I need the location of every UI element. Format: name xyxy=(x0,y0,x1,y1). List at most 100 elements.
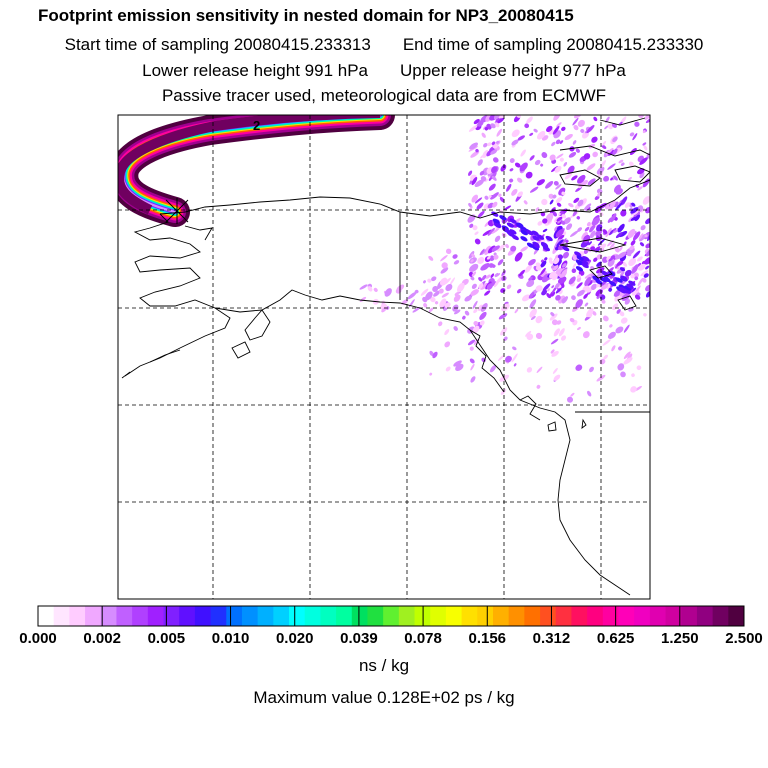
sensitivity-cell xyxy=(503,336,508,341)
coastline-segment xyxy=(121,371,131,379)
sensitivity-cell xyxy=(523,200,528,205)
sensitivity-cell xyxy=(552,211,557,217)
colorbar-cell xyxy=(241,606,259,626)
sensitivity-cell xyxy=(488,183,496,191)
sensitivity-cell xyxy=(572,210,578,217)
colorbar-tick-label: 0.020 xyxy=(275,630,314,647)
sensitivity-cell xyxy=(557,234,565,241)
sensitivity-cell xyxy=(500,164,507,172)
sensitivity-cell xyxy=(596,374,606,382)
sensitivity-cell xyxy=(491,141,496,146)
sensitivity-cell xyxy=(511,188,518,196)
colorbar-cell xyxy=(163,606,180,626)
sensitivity-cell xyxy=(615,277,623,283)
sensitivity-cell xyxy=(557,254,563,260)
sensitivity-cell xyxy=(551,141,556,147)
sensitivity-cell xyxy=(541,152,548,159)
colorbar-tick-label: 0.625 xyxy=(596,630,635,647)
upper-release-height: Upper release height 977 hPa xyxy=(400,61,626,80)
sensitivity-cell xyxy=(575,259,584,266)
sensitivity-cell xyxy=(572,117,579,126)
sensitivity-cell xyxy=(586,308,594,318)
sensitivity-cell xyxy=(480,263,490,271)
sensitivity-cell xyxy=(553,257,560,265)
sensitivity-cell xyxy=(593,246,601,252)
sensitivity-cell xyxy=(640,207,645,213)
colorbar-tick-label: 0.000 xyxy=(19,630,57,647)
sensitivity-cell xyxy=(596,267,605,274)
sensitivity-cell xyxy=(550,349,555,354)
sensitivity-cell xyxy=(574,251,582,257)
sensitivity-cell xyxy=(554,282,560,289)
sensitivity-cell xyxy=(645,243,650,249)
sensitivity-cell xyxy=(493,115,501,120)
sensitivity-cell xyxy=(640,225,646,231)
sensitivity-cell xyxy=(493,222,502,229)
sensitivity-cell xyxy=(617,363,625,371)
coastline-segment xyxy=(159,179,650,219)
sensitivity-cell xyxy=(509,218,517,224)
sensitivity-cell xyxy=(582,256,590,262)
sensitivity-cell xyxy=(509,229,517,235)
colorbar-cell xyxy=(602,606,619,626)
sensitivity-cell xyxy=(444,341,451,348)
sensitivity-cell xyxy=(480,282,489,290)
release-marker xyxy=(165,198,189,224)
sensitivity-cell xyxy=(559,140,564,144)
coastline-segment xyxy=(581,418,587,429)
sensitivity-cell xyxy=(635,285,641,292)
sensitivity-cell xyxy=(549,313,558,321)
sensitivity-cell xyxy=(547,288,550,292)
sensitivity-cell xyxy=(592,151,598,158)
sensitivity-cell xyxy=(608,257,614,262)
sensitivity-cell xyxy=(575,148,580,153)
sensitivity-cell xyxy=(576,282,583,289)
colorbar-cell xyxy=(540,606,557,626)
colorbar-cell xyxy=(289,606,306,626)
sensitivity-cell xyxy=(444,302,451,309)
sensitivity-cell xyxy=(484,245,492,255)
colorbar-cell xyxy=(100,606,117,626)
sensitivity-cell xyxy=(631,373,635,377)
sensitivity-cell xyxy=(603,354,609,360)
colorbar-cell xyxy=(649,606,667,626)
sensitivity-cell xyxy=(555,295,561,301)
sensitivity-cell xyxy=(564,133,573,141)
coastline-segment xyxy=(559,145,650,157)
sensitivity-cell xyxy=(643,273,649,278)
sensitivity-cell xyxy=(588,241,592,246)
sensitivity-cell xyxy=(497,259,504,266)
colorbar-cell xyxy=(477,606,494,626)
colorbar-cell xyxy=(461,606,478,626)
coastline-segment xyxy=(184,225,213,241)
colorbar xyxy=(37,605,745,627)
sensitivity-cell xyxy=(535,332,543,340)
sensitivity-cell xyxy=(565,239,569,244)
sensitivity-cell xyxy=(564,172,573,180)
sensitivity-cell xyxy=(613,175,618,181)
sensitivity-cell xyxy=(550,265,555,269)
sensitivity-cell xyxy=(584,302,589,307)
sensitivity-cell xyxy=(645,284,650,292)
sensitivity-cell xyxy=(471,271,477,277)
sensitivity-cell xyxy=(619,311,625,317)
sensitivity-cell xyxy=(630,386,637,393)
sensitivity-cell xyxy=(575,266,584,272)
sensitivity-cell xyxy=(477,210,485,218)
sensitivity-cell xyxy=(542,218,548,224)
sensitivity-cell xyxy=(607,163,616,170)
sensitivity-cell xyxy=(558,212,561,216)
sensitivity-cell xyxy=(576,274,582,279)
sensitivity-cell xyxy=(607,149,615,156)
sensitivity-cell xyxy=(609,242,615,250)
colorbar-cell xyxy=(273,606,290,626)
sensitivity-cell xyxy=(612,303,619,311)
sensitivity-cell xyxy=(585,207,591,211)
sensitivity-cell xyxy=(487,202,494,209)
colorbar-cell xyxy=(728,606,745,626)
sensitivity-cell xyxy=(489,263,496,268)
sensitivity-cell xyxy=(632,250,641,259)
sensitivity-cell xyxy=(620,275,628,281)
sensitivity-cell xyxy=(623,324,630,333)
contour-label: 2 xyxy=(253,118,260,133)
